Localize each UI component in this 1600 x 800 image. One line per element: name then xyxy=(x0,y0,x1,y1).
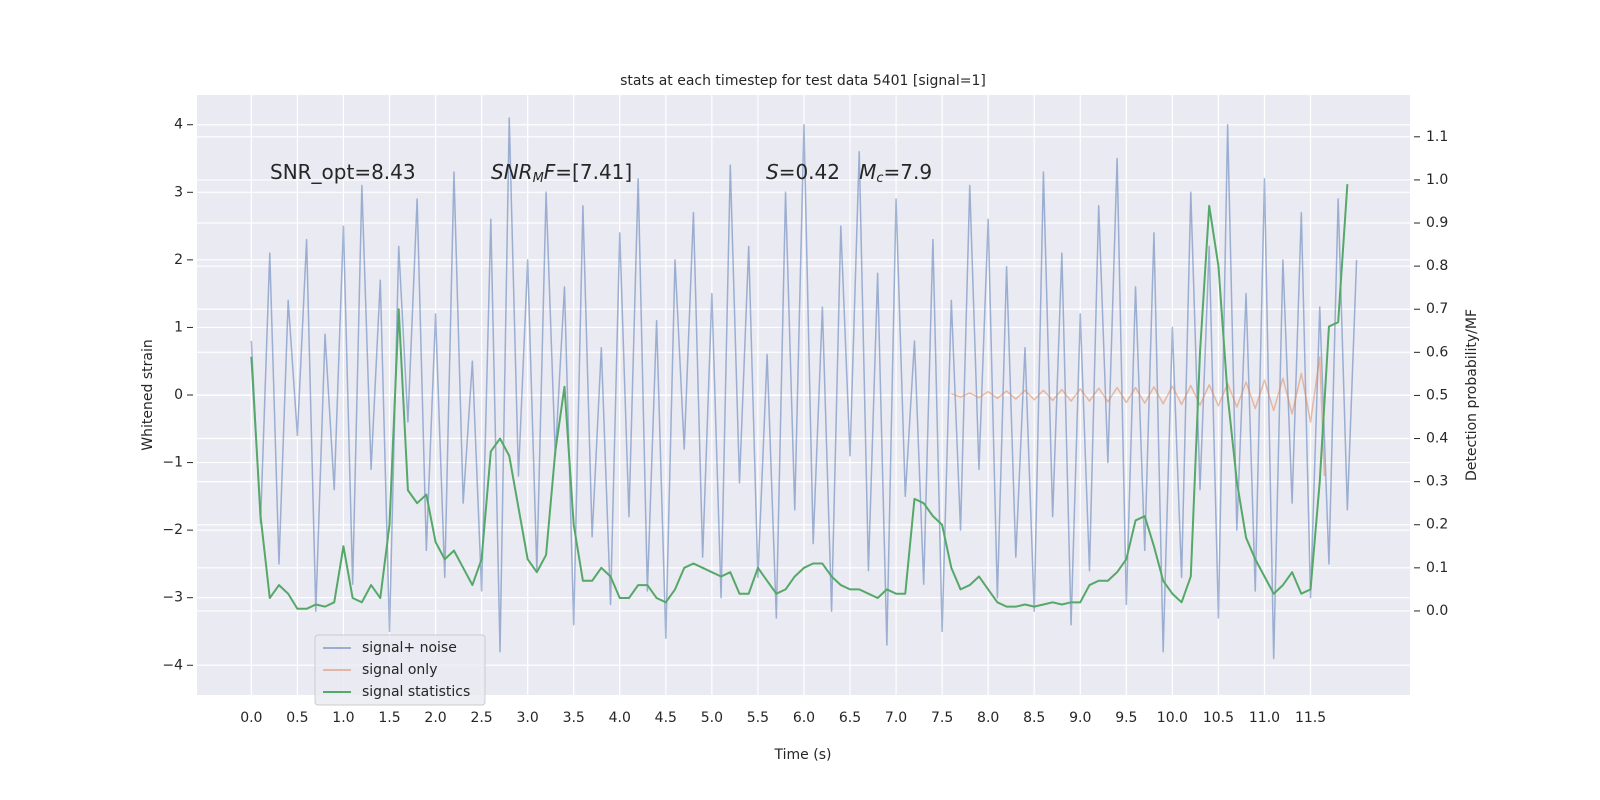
y2-tick-label: 0.2 xyxy=(1426,517,1448,533)
x-tick-label: 6.5 xyxy=(839,710,861,726)
series-group xyxy=(250,117,1358,660)
y-axis-label: Whitened strain xyxy=(140,339,156,450)
annotation-part: M xyxy=(533,171,544,186)
x-tick-label: 0.0 xyxy=(240,710,262,726)
annotation: SNRMF=[7.41] xyxy=(491,160,632,186)
series-line xyxy=(250,117,1358,660)
y2-tick-label: 0.9 xyxy=(1426,215,1448,231)
chart-title: stats at each timestep for test data 540… xyxy=(620,73,986,89)
annotation-part: M xyxy=(859,160,876,184)
annotation-part: =0.42 xyxy=(779,160,859,184)
annotation-part: S xyxy=(766,160,779,184)
y2-tick-label: 1.0 xyxy=(1426,172,1448,188)
x-tick-label: 7.5 xyxy=(931,710,953,726)
y-tick-label: 4 xyxy=(174,117,183,133)
annotation-part: =7.9 xyxy=(884,160,933,184)
x-tick-label: 11.5 xyxy=(1295,710,1326,726)
y2-tick-label: 0.8 xyxy=(1426,258,1448,274)
legend-label: signal+ noise xyxy=(362,640,457,656)
x-tick-label: 8.5 xyxy=(1023,710,1045,726)
x-tick-label: 6.0 xyxy=(793,710,815,726)
x-tick-label: 2.5 xyxy=(470,710,492,726)
x-tick-label: 10.5 xyxy=(1203,710,1234,726)
x-tick-label: 9.0 xyxy=(1069,710,1091,726)
x-tick-label: 4.0 xyxy=(609,710,631,726)
annotation: SNR_opt=8.43 xyxy=(270,160,416,184)
x-axis-label: Time (s) xyxy=(774,747,832,763)
x-tick-label: 9.5 xyxy=(1115,710,1137,726)
y2-tick-label: 0.5 xyxy=(1426,387,1448,403)
y-tick-label: 1 xyxy=(174,319,183,335)
y2-tick-label: 0.3 xyxy=(1426,474,1448,490)
x-tick-label: 3.5 xyxy=(563,710,585,726)
y-tick-label: −3 xyxy=(162,590,183,606)
legend-label: signal only xyxy=(362,662,437,678)
y-tick-label: −2 xyxy=(162,522,183,538)
y-tick-label: −1 xyxy=(162,455,183,471)
x-tick-label: 4.5 xyxy=(655,710,677,726)
annotation-part: SNR xyxy=(491,160,533,184)
y-tick-label: 2 xyxy=(174,252,183,268)
x-tick-label: 2.0 xyxy=(424,710,446,726)
legend-box xyxy=(314,634,486,706)
y2-tick-label: 0.0 xyxy=(1426,603,1448,619)
y2-tick-label: 0.1 xyxy=(1426,560,1448,576)
y-tick-label: 3 xyxy=(174,184,183,200)
y2-tick-label: 0.4 xyxy=(1426,431,1448,447)
y-tick-label: −4 xyxy=(162,657,183,673)
annotation: S=0.42 Mc=7.9 xyxy=(766,160,932,186)
x-tick-label: 11.0 xyxy=(1249,710,1280,726)
annotation-part: F xyxy=(544,160,556,184)
series-line xyxy=(250,184,1349,610)
y2-tick-label: 1.1 xyxy=(1426,129,1448,145)
x-tick-label: 5.5 xyxy=(747,710,769,726)
annotation-part: c xyxy=(876,171,883,186)
x-tick-label: 8.0 xyxy=(977,710,999,726)
annotation-part: =[7.41] xyxy=(555,160,632,184)
x-tick-label: 10.0 xyxy=(1157,710,1188,726)
x-tick-label: 7.0 xyxy=(885,710,907,726)
x-tick-label: 1.5 xyxy=(378,710,400,726)
y2-tick-label: 0.6 xyxy=(1426,344,1448,360)
annotation-part: SNR_opt=8.43 xyxy=(270,160,416,184)
x-tick-label: 3.0 xyxy=(517,710,539,726)
x-tick-label: 5.0 xyxy=(701,710,723,726)
series-line xyxy=(951,356,1326,477)
x-tick-label: 1.0 xyxy=(332,710,354,726)
x-tick-label: 0.5 xyxy=(286,710,308,726)
legend-label: signal statistics xyxy=(362,684,470,700)
y2-axis-label: Detection probability/MF xyxy=(1464,309,1480,481)
y-tick-label: 0 xyxy=(174,387,183,403)
y2-tick-label: 0.7 xyxy=(1426,301,1448,317)
